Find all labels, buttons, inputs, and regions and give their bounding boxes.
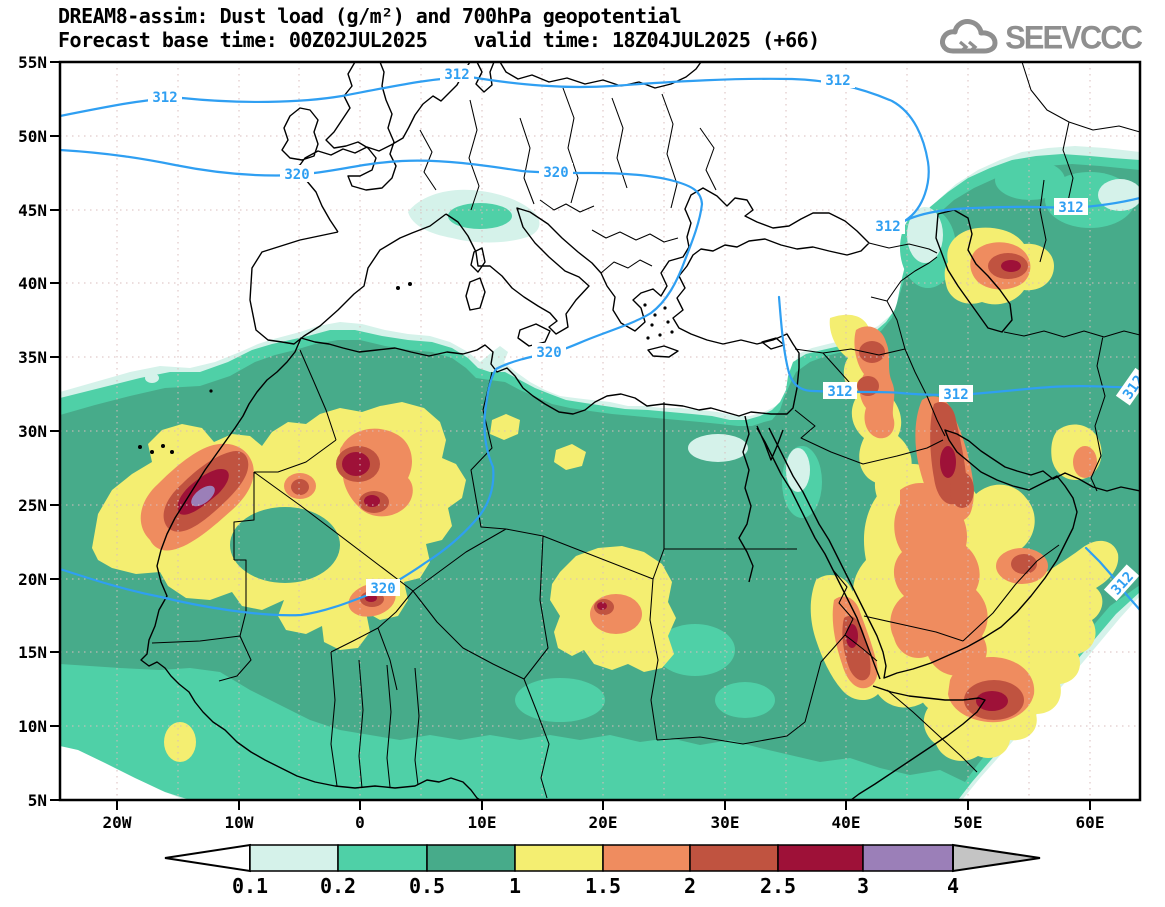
dust-light-patch bbox=[995, 160, 1065, 200]
lon-tick-label: 0 bbox=[355, 813, 365, 832]
colorbar-overflow-arrow bbox=[952, 843, 1041, 873]
contour-label-312: 312 bbox=[152, 90, 177, 106]
contour-label-312: 312 bbox=[875, 219, 900, 235]
colorbar-label: 2 bbox=[684, 874, 696, 898]
lat-tick-label: 30N bbox=[18, 422, 47, 441]
lon-axis: 20W 10W 0 10E 20E 30E 40E 50E 60E bbox=[103, 800, 1105, 832]
forecast-time-subtitle: Forecast base time: 00Z02JUL2025 valid t… bbox=[58, 28, 820, 52]
lat-tick-label: 50N bbox=[18, 127, 47, 146]
colorbar-segment bbox=[602, 844, 691, 872]
colorbar-segment bbox=[514, 844, 604, 872]
lon-tick-label: 20E bbox=[589, 813, 618, 832]
colorbar: 0.1 0.2 0.5 1 1.5 2 2.5 3 4 bbox=[164, 843, 1041, 898]
dust-pale-patch bbox=[1098, 179, 1140, 211]
colorbar-segment bbox=[862, 844, 954, 872]
colorbar-segment bbox=[426, 844, 516, 872]
lat-tick-label: 5N bbox=[28, 791, 47, 810]
colorbar-label: 1 bbox=[509, 874, 521, 898]
dust-light-patch bbox=[655, 624, 735, 676]
contour-312-south bbox=[777, 295, 1140, 397]
lat-tick-label: 45N bbox=[18, 201, 47, 220]
lat-tick-label: 15N bbox=[18, 643, 47, 662]
contour-label-320: 320 bbox=[543, 165, 568, 181]
lon-tick-label: 10E bbox=[468, 813, 497, 832]
dust-light-patch bbox=[515, 678, 605, 722]
lon-tick-label: 30E bbox=[711, 813, 740, 832]
lon-tick-label: 50E bbox=[954, 813, 983, 832]
colorbar-label: 4 bbox=[947, 874, 959, 898]
lat-axis: 55N 50N 45N 40N 35N 30N 25N 20N 15N 10N … bbox=[18, 53, 60, 810]
dust-fill-3 bbox=[191, 485, 215, 507]
contour-label-320: 320 bbox=[370, 581, 395, 597]
contour-label-312: 312 bbox=[827, 384, 852, 400]
country-borders bbox=[151, 62, 1140, 799]
contour-label-312: 312 bbox=[1058, 200, 1083, 216]
lon-tick-label: 10W bbox=[225, 813, 254, 832]
coastlines bbox=[140, 62, 1140, 800]
seevccc-logo: SEEVCCC bbox=[940, 18, 1143, 58]
lat-tick-label: 40N bbox=[18, 274, 47, 293]
contour-label-312: 312 bbox=[444, 67, 469, 83]
colorbar-label: 0.1 bbox=[232, 874, 268, 898]
colorbar-segment bbox=[689, 844, 779, 872]
colorbar-label: 1.5 bbox=[585, 874, 621, 898]
contour-312-north bbox=[60, 75, 1140, 228]
lat-tick-label: 35N bbox=[18, 348, 47, 367]
contour-label-312: 312 bbox=[825, 73, 850, 89]
colorbar-segment bbox=[249, 844, 339, 872]
dust-fill-hole bbox=[230, 507, 340, 583]
lat-tick-label: 10N bbox=[18, 717, 47, 736]
logo-text: SEEVCCC bbox=[1005, 19, 1143, 56]
dust-fill-layers bbox=[60, 146, 1140, 800]
graticule bbox=[60, 62, 1140, 800]
cloud-icon bbox=[940, 19, 998, 54]
colorbar-label: 3 bbox=[857, 874, 869, 898]
dust-pale-patch bbox=[907, 207, 943, 263]
contour-labels: 312 312 312 312 312 320 320 320 320 312 … bbox=[148, 65, 1140, 601]
lat-tick-label: 55N bbox=[18, 53, 47, 72]
dust-light-patch bbox=[715, 682, 775, 718]
colorbar-label: 2.5 bbox=[760, 874, 796, 898]
lat-tick-label: 25N bbox=[18, 496, 47, 515]
contour-312-southeast bbox=[1084, 546, 1140, 612]
lon-tick-label: 40E bbox=[832, 813, 861, 832]
lon-tick-label: 20W bbox=[103, 813, 132, 832]
colorbar-segment bbox=[777, 844, 864, 872]
island-dots bbox=[138, 282, 674, 454]
dust-fill-alps-light bbox=[448, 203, 512, 229]
dust-pale-patch bbox=[786, 448, 810, 492]
contour-label-312: 312 bbox=[943, 387, 968, 403]
dust-pale-patch bbox=[688, 434, 748, 462]
contour-label-320: 320 bbox=[536, 345, 561, 361]
lon-tick-label: 60E bbox=[1076, 813, 1105, 832]
contour-label-320: 320 bbox=[284, 167, 309, 183]
page-title: DREAM8-assim: Dust load (g/m²) and 700hP… bbox=[58, 4, 682, 28]
colorbar-underflow-arrow bbox=[164, 843, 251, 873]
colorbar-label: 0.5 bbox=[409, 874, 445, 898]
colorbar-segment bbox=[337, 844, 428, 872]
colorbar-label: 0.2 bbox=[320, 874, 356, 898]
dust-pale-patch bbox=[145, 373, 159, 383]
lat-tick-label: 20N bbox=[18, 570, 47, 589]
